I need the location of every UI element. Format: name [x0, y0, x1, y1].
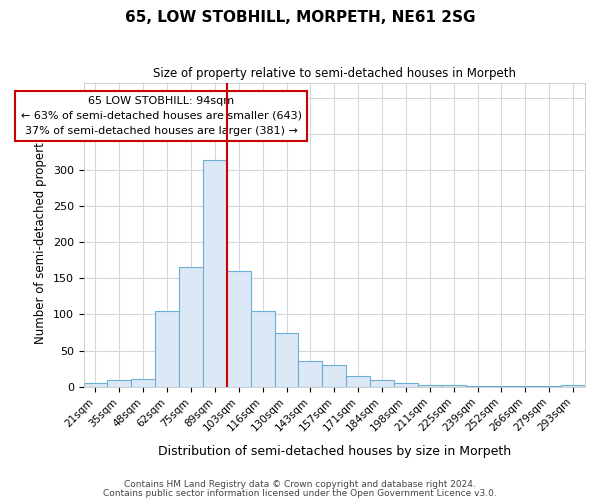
X-axis label: Distribution of semi-detached houses by size in Morpeth: Distribution of semi-detached houses by …: [158, 444, 511, 458]
Bar: [442, 386, 466, 387]
Bar: [394, 383, 418, 387]
Bar: [251, 311, 275, 387]
Bar: [537, 386, 561, 387]
Bar: [179, 268, 203, 387]
Bar: [83, 383, 107, 387]
Bar: [227, 271, 251, 387]
Bar: [131, 379, 155, 387]
Text: 65 LOW STOBHILL: 94sqm
← 63% of semi-detached houses are smaller (643)
37% of se: 65 LOW STOBHILL: 94sqm ← 63% of semi-det…: [20, 96, 302, 136]
Bar: [322, 365, 346, 387]
Y-axis label: Number of semi-detached properties: Number of semi-detached properties: [34, 126, 47, 344]
Bar: [490, 386, 514, 387]
Bar: [107, 380, 131, 387]
Bar: [514, 386, 537, 387]
Bar: [203, 160, 227, 387]
Title: Size of property relative to semi-detached houses in Morpeth: Size of property relative to semi-detach…: [153, 68, 516, 80]
Text: 65, LOW STOBHILL, MORPETH, NE61 2SG: 65, LOW STOBHILL, MORPETH, NE61 2SG: [125, 10, 475, 25]
Bar: [298, 362, 322, 387]
Bar: [155, 311, 179, 387]
Bar: [370, 380, 394, 387]
Bar: [561, 386, 585, 387]
Bar: [275, 332, 298, 387]
Text: Contains public sector information licensed under the Open Government Licence v3: Contains public sector information licen…: [103, 488, 497, 498]
Bar: [466, 386, 490, 387]
Text: Contains HM Land Registry data © Crown copyright and database right 2024.: Contains HM Land Registry data © Crown c…: [124, 480, 476, 489]
Bar: [418, 384, 442, 387]
Bar: [346, 376, 370, 387]
